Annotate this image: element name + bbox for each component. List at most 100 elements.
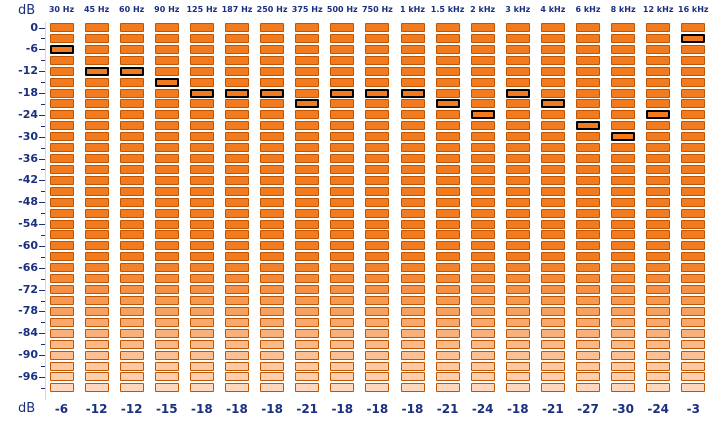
meter-segment — [505, 328, 530, 338]
meter-segment — [260, 186, 285, 196]
meter-segment — [540, 88, 565, 98]
meter-segment — [330, 175, 355, 185]
meter-segment — [189, 230, 214, 240]
meter-segment — [49, 55, 74, 65]
meter-segment — [84, 361, 109, 371]
band-peak-value: -21 — [542, 402, 564, 416]
meter-segment — [681, 339, 706, 349]
meter-segment — [189, 164, 214, 174]
meter-segment — [330, 154, 355, 164]
meter-segment — [470, 263, 495, 273]
meter-segment — [540, 154, 565, 164]
meter-segment — [295, 219, 320, 229]
meter-segment — [84, 328, 109, 338]
meter-segment — [400, 296, 425, 305]
peak-hold-segment — [189, 88, 214, 98]
meter-segment — [119, 110, 144, 120]
meter-segment — [400, 241, 425, 251]
meter-segment — [505, 77, 530, 87]
meter-segment — [505, 252, 530, 262]
band-peak-value: -18 — [401, 402, 424, 416]
meter-segment — [611, 44, 636, 54]
meter-segment — [84, 88, 109, 98]
meter-segment — [611, 154, 636, 164]
meter-segment — [435, 372, 460, 382]
meter-segment — [611, 55, 636, 65]
peak-hold-segment — [260, 88, 285, 98]
meter-segment — [576, 208, 600, 218]
meter-segment — [295, 296, 320, 305]
band-peak-value: -18 — [331, 402, 354, 416]
meter-segment — [611, 77, 636, 87]
meter-segment — [295, 372, 320, 382]
meter-segment — [295, 33, 320, 43]
meter-segment — [119, 197, 144, 207]
db-unit-top-label: dB — [18, 3, 36, 18]
meter-segment — [330, 350, 355, 360]
meter-segment — [540, 110, 565, 120]
meter-segment — [49, 132, 74, 142]
meter-segment — [540, 263, 565, 273]
meter-segment — [611, 350, 636, 360]
band-frequency-label: 60 Hz — [119, 5, 145, 14]
meter-segment — [260, 285, 285, 295]
meter-segment — [84, 77, 109, 87]
meter-segment — [400, 132, 425, 142]
meter-segment — [84, 154, 109, 164]
axis-tick-label: -6 — [25, 42, 38, 56]
meter-segment — [611, 241, 636, 251]
meter-segment — [646, 296, 671, 305]
meter-segment — [646, 328, 671, 338]
axis-major-tick — [39, 333, 45, 335]
axis-major-tick — [39, 289, 45, 291]
meter-segment — [49, 175, 74, 185]
meter-segment — [119, 99, 144, 109]
meter-segment — [611, 208, 636, 218]
meter-segment — [681, 274, 706, 284]
meter-segment — [681, 132, 706, 142]
meter-segment — [189, 186, 214, 196]
meter-segment — [84, 274, 109, 284]
meter-segment — [84, 383, 109, 393]
meter-segment — [540, 328, 565, 338]
meter-segment — [49, 372, 74, 382]
meter-segment — [330, 317, 355, 327]
band-peak-value: -18 — [366, 402, 389, 416]
meter-segment — [189, 328, 214, 338]
meter-segment — [84, 208, 109, 218]
meter-segment — [365, 285, 390, 295]
meter-segment — [681, 23, 706, 32]
meter-segment — [646, 164, 671, 174]
meter-segment — [646, 44, 671, 54]
meter-segment — [576, 175, 600, 185]
meter-segment — [154, 274, 179, 284]
meter-segment — [611, 23, 636, 32]
meter-segment — [189, 99, 214, 109]
meter-segment — [225, 361, 249, 371]
meter-segment — [189, 306, 214, 316]
band-frequency-label: 45 Hz — [83, 5, 110, 14]
meter-segment — [646, 88, 671, 98]
meter-segment — [49, 208, 74, 218]
meter-segment — [225, 186, 249, 196]
meter-segment — [154, 372, 179, 382]
band-peak-value: -18 — [506, 402, 529, 416]
meter-segment — [505, 306, 530, 316]
meter-segment — [646, 66, 671, 76]
axis-minor-tick — [41, 191, 45, 193]
band-peak-value: -30 — [612, 402, 634, 416]
meter-segment — [84, 132, 109, 142]
meter-segment — [400, 252, 425, 262]
band-peak-value: -15 — [155, 402, 178, 416]
meter-segment — [646, 154, 671, 164]
meter-segment — [611, 328, 636, 338]
meter-segment — [611, 110, 636, 120]
meter-segment — [154, 186, 179, 196]
meter-segment — [505, 164, 530, 174]
meter-segment — [260, 383, 285, 393]
meter-segment — [611, 175, 636, 185]
meter-segment — [84, 99, 109, 109]
meter-segment — [49, 121, 74, 131]
meter-segment — [365, 44, 390, 54]
meter-segment — [681, 121, 706, 131]
